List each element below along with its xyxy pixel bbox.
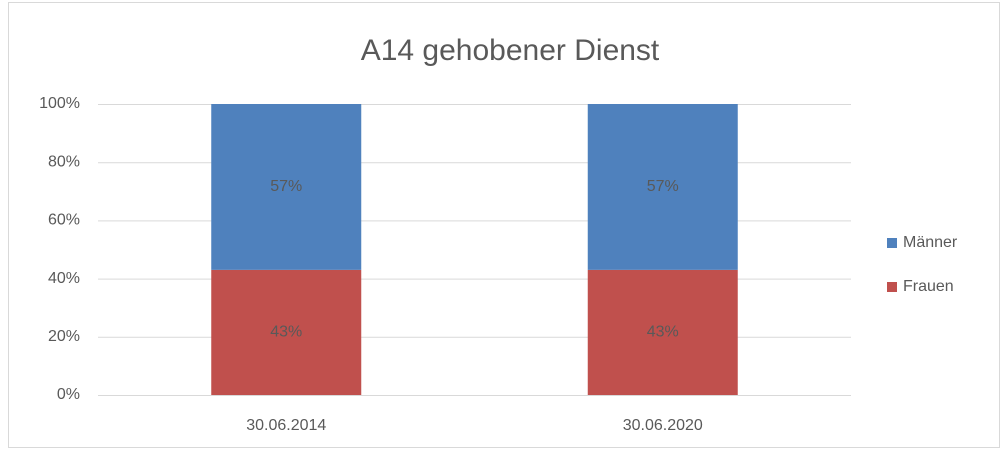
y-tick-label: 20% bbox=[48, 328, 80, 345]
y-tick-label: 100% bbox=[39, 95, 80, 112]
data-label: 43% bbox=[647, 324, 679, 341]
bar-segment bbox=[211, 269, 362, 395]
legend-label: Frauen bbox=[903, 278, 954, 295]
x-tick-label: 30.06.2014 bbox=[246, 417, 326, 434]
data-label: 57% bbox=[647, 178, 679, 195]
y-tick-label: 0% bbox=[57, 386, 80, 403]
legend-label: Männer bbox=[903, 234, 958, 251]
y-tick-label: 80% bbox=[48, 153, 80, 170]
bar-segment bbox=[211, 104, 362, 270]
data-label: 57% bbox=[270, 178, 302, 195]
chart-border bbox=[8, 2, 1000, 448]
y-tick-label: 40% bbox=[48, 270, 80, 287]
x-tick-label: 30.06.2020 bbox=[623, 417, 703, 434]
y-tick-label: 60% bbox=[48, 212, 80, 229]
bar-segment bbox=[587, 269, 738, 395]
legend-swatch bbox=[887, 238, 897, 248]
chart-title: A14 gehobener Dienst bbox=[361, 34, 660, 67]
bar-segment bbox=[587, 104, 738, 270]
data-label: 43% bbox=[270, 324, 302, 341]
legend-swatch bbox=[887, 282, 897, 292]
